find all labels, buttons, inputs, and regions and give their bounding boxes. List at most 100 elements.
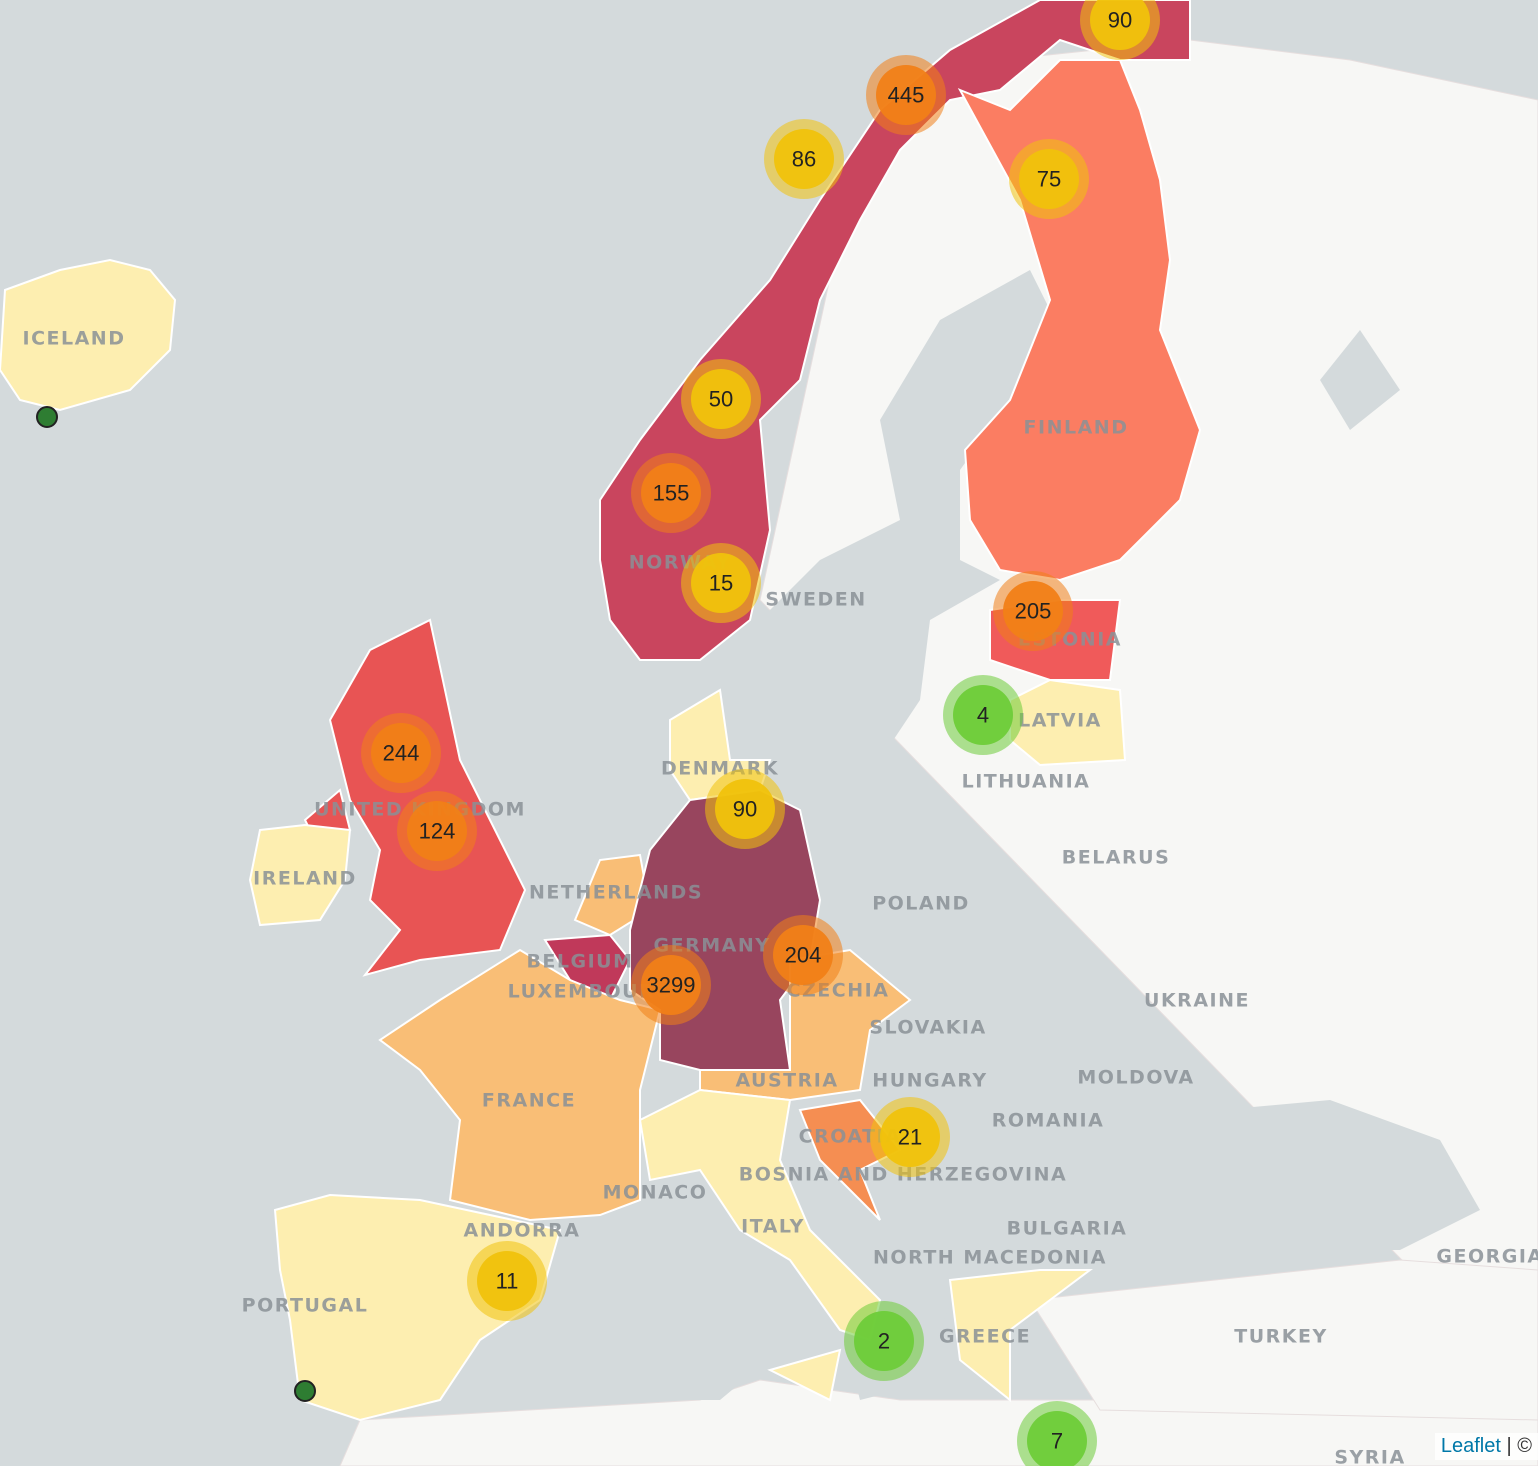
cluster[interactable]: 445 bbox=[866, 55, 946, 135]
attribution: Leaflet | © bbox=[1434, 1433, 1538, 1460]
cluster-count[interactable]: 75 bbox=[1037, 167, 1061, 192]
cluster-count[interactable]: 15 bbox=[709, 571, 733, 596]
iceland-shape bbox=[0, 258, 177, 412]
cluster[interactable]: 90 bbox=[705, 769, 785, 849]
country-label: GEORGIA bbox=[1436, 1246, 1538, 1268]
france-shape bbox=[378, 948, 662, 1222]
cluster[interactable]: 124 bbox=[397, 791, 477, 871]
cluster[interactable]: 75 bbox=[1009, 139, 1089, 219]
cluster-core[interactable] bbox=[1090, 0, 1150, 50]
cluster[interactable]: 50 bbox=[681, 359, 761, 439]
country-label: BELGIUM bbox=[526, 951, 633, 973]
cluster-count[interactable]: 445 bbox=[888, 83, 925, 108]
country-label: IRELAND bbox=[253, 868, 357, 890]
cluster[interactable]: 21 bbox=[870, 1097, 950, 1177]
country-label: FRANCE bbox=[482, 1090, 576, 1112]
country-label: ROMANIA bbox=[992, 1110, 1105, 1132]
copyright: © bbox=[1517, 1435, 1532, 1457]
country-label: LITHUANIA bbox=[962, 771, 1091, 793]
cluster[interactable]: 244 bbox=[361, 713, 441, 793]
cluster-count[interactable]: 90 bbox=[733, 797, 757, 822]
cluster-core[interactable] bbox=[407, 801, 467, 861]
cluster-core[interactable] bbox=[773, 925, 833, 985]
country-label: SLOVAKIA bbox=[869, 1017, 986, 1039]
cluster[interactable]: 205 bbox=[993, 571, 1073, 651]
cluster-core[interactable] bbox=[880, 1107, 940, 1167]
country-label: FINLAND bbox=[1024, 417, 1129, 439]
country-label: PORTUGAL bbox=[242, 1295, 369, 1317]
cluster[interactable]: 204 bbox=[763, 915, 843, 995]
country-label: LATVIA bbox=[1018, 710, 1102, 732]
cluster-count[interactable]: 204 bbox=[785, 943, 822, 968]
country-label: BULGARIA bbox=[1007, 1218, 1128, 1240]
cluster-core[interactable] bbox=[641, 463, 701, 523]
cluster-core[interactable] bbox=[691, 553, 751, 613]
cluster[interactable]: 90 bbox=[1080, 0, 1160, 60]
country-label: NORTH MACEDONIA bbox=[873, 1247, 1107, 1269]
cluster-count[interactable]: 205 bbox=[1015, 599, 1052, 624]
ireland-shape bbox=[248, 823, 352, 927]
cluster-count[interactable]: 3299 bbox=[647, 973, 696, 998]
cluster-count[interactable]: 90 bbox=[1108, 8, 1132, 33]
country-label: UKRAINE bbox=[1144, 990, 1250, 1012]
cluster-core[interactable] bbox=[1003, 581, 1063, 641]
country-label: SYRIA bbox=[1334, 1447, 1405, 1466]
country-label: TURKEY bbox=[1234, 1326, 1327, 1348]
cluster-core[interactable] bbox=[1019, 149, 1079, 209]
cluster-count[interactable]: 124 bbox=[419, 819, 456, 844]
cluster-count[interactable]: 86 bbox=[792, 147, 816, 172]
cluster-count[interactable]: 244 bbox=[383, 741, 420, 766]
cluster-core[interactable] bbox=[477, 1251, 537, 1311]
cluster-core[interactable] bbox=[691, 369, 751, 429]
cluster-core[interactable] bbox=[774, 129, 834, 189]
cluster[interactable]: 7 bbox=[1017, 1401, 1097, 1466]
cluster-count[interactable]: 50 bbox=[709, 387, 733, 412]
cluster-count[interactable]: 155 bbox=[653, 481, 690, 506]
cluster-core[interactable] bbox=[953, 685, 1013, 745]
greece-shape bbox=[948, 1269, 1093, 1403]
country-label: POLAND bbox=[872, 893, 970, 915]
country-label: ICELAND bbox=[23, 328, 126, 350]
cluster-core[interactable] bbox=[854, 1311, 914, 1371]
cluster[interactable]: 86 bbox=[764, 119, 844, 199]
sicily-shape bbox=[767, 1348, 842, 1402]
cluster-count[interactable]: 11 bbox=[496, 1269, 519, 1294]
separator: | bbox=[1506, 1435, 1512, 1457]
country-label: NETHERLANDS bbox=[529, 882, 703, 904]
cluster-core[interactable] bbox=[876, 65, 936, 125]
country-label: BELARUS bbox=[1062, 847, 1171, 869]
leaflet-link[interactable]: Leaflet bbox=[1440, 1435, 1501, 1457]
country-label: ITALY bbox=[741, 1216, 805, 1238]
country-label: LUXEMBOURG bbox=[508, 981, 673, 1003]
cluster-core[interactable] bbox=[641, 955, 701, 1015]
country-label: MOLDOVA bbox=[1077, 1067, 1194, 1089]
cluster[interactable]: 2 bbox=[844, 1301, 924, 1381]
belgium-shape bbox=[543, 933, 632, 1002]
cluster[interactable]: 11 bbox=[467, 1241, 547, 1321]
country-label: GREECE bbox=[939, 1326, 1031, 1348]
marker[interactable] bbox=[294, 1380, 316, 1402]
marker[interactable] bbox=[36, 406, 58, 428]
basemap bbox=[339, 39, 1538, 1466]
cluster-count[interactable]: 21 bbox=[898, 1125, 922, 1150]
country-label: MONACO bbox=[603, 1182, 708, 1204]
cluster-count[interactable]: 2 bbox=[878, 1329, 890, 1354]
country-label: HUNGARY bbox=[872, 1070, 987, 1092]
cluster[interactable]: 155 bbox=[631, 453, 711, 533]
cluster-count[interactable]: 7 bbox=[1051, 1429, 1063, 1454]
cluster-count[interactable]: 4 bbox=[977, 703, 989, 728]
country-label: SWEDEN bbox=[765, 589, 866, 611]
cluster-core[interactable] bbox=[1027, 1411, 1087, 1466]
country-label: AUSTRIA bbox=[735, 1070, 838, 1092]
cluster[interactable]: 15 bbox=[681, 543, 761, 623]
czechia-austria-shape bbox=[699, 948, 912, 1102]
cluster[interactable]: 4 bbox=[943, 675, 1023, 755]
cluster-core[interactable] bbox=[371, 723, 431, 783]
country-label: ANDORRA bbox=[464, 1220, 581, 1242]
cluster[interactable]: 3299 bbox=[631, 945, 711, 1025]
clusters: 90 445 86 75 50 155 15 205 4 244 124 90 204 3299 21 11 2… bbox=[361, 0, 1160, 1466]
cluster-core[interactable] bbox=[715, 779, 775, 839]
